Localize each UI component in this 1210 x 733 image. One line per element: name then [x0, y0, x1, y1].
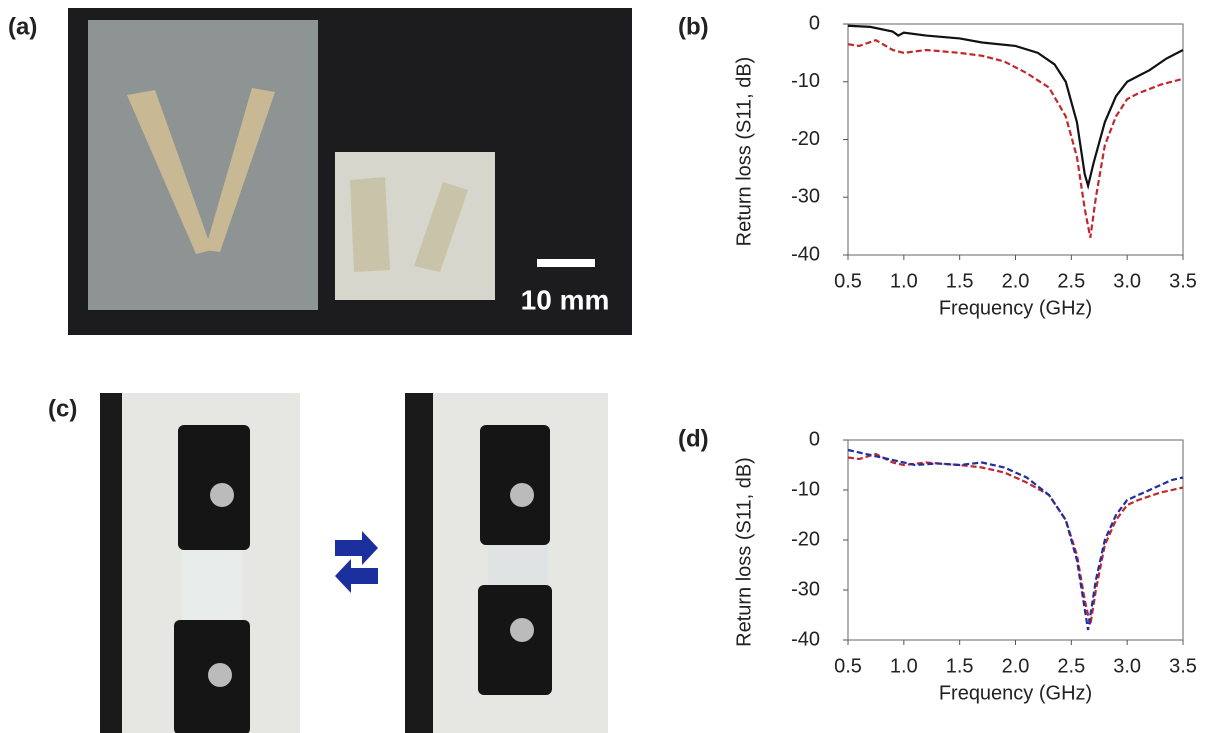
y-axis-title: Return loss (S11, dB) [733, 457, 755, 647]
series-line [848, 40, 1183, 238]
plot-frame [848, 24, 1183, 255]
y-tick-label: 0 [809, 428, 820, 450]
series-line [848, 26, 1183, 186]
plot-frame [848, 440, 1183, 640]
panel-label: (c) [48, 395, 77, 422]
y-tick-label: -30 [791, 578, 820, 600]
y-tick-label: -20 [791, 528, 820, 550]
y-tick-label: -40 [791, 628, 820, 650]
x-axis-title: Frequency (GHz) [939, 297, 1092, 319]
x-tick-label: 0.5 [834, 655, 862, 677]
x-tick-label: 1.0 [890, 655, 918, 677]
x-axis-title: Frequency (GHz) [939, 682, 1092, 704]
y-tick-label: -10 [791, 70, 820, 92]
series-line [848, 454, 1183, 625]
photo-c [100, 393, 608, 733]
x-tick-label: 1.5 [946, 270, 974, 292]
x-tick-label: 1.5 [946, 655, 974, 677]
y-tick-label: -30 [791, 186, 820, 208]
panel-label: (b) [678, 13, 709, 40]
y-tick-label: -10 [791, 478, 820, 500]
y-tick-label: -40 [791, 243, 820, 265]
x-tick-label: 2.5 [1057, 655, 1085, 677]
figure: (a) 10 mm (b) (c) (d) -40 -30 -20 -10 0 0.5 1.… [0, 0, 1210, 733]
y-tick-label: -20 [791, 128, 820, 150]
x-tick-label: 3.0 [1113, 655, 1141, 677]
x-tick-label: 2.0 [1002, 655, 1030, 677]
scale-bar-label: 10 mm [521, 284, 610, 315]
x-tick-label: 3.5 [1169, 655, 1197, 677]
y-axis-title: Return loss (S11, dB) [733, 57, 755, 247]
y-tick-label: 0 [809, 12, 820, 34]
x-tick-label: 0.5 [834, 270, 862, 292]
x-tick-label: 2.0 [1002, 270, 1030, 292]
x-tick-label: 2.5 [1057, 270, 1085, 292]
x-tick-label: 1.0 [890, 270, 918, 292]
x-tick-label: 3.0 [1113, 270, 1141, 292]
panel-label: (d) [678, 425, 709, 452]
x-tick-label: 3.5 [1169, 270, 1197, 292]
panel-label: (a) [8, 13, 37, 40]
